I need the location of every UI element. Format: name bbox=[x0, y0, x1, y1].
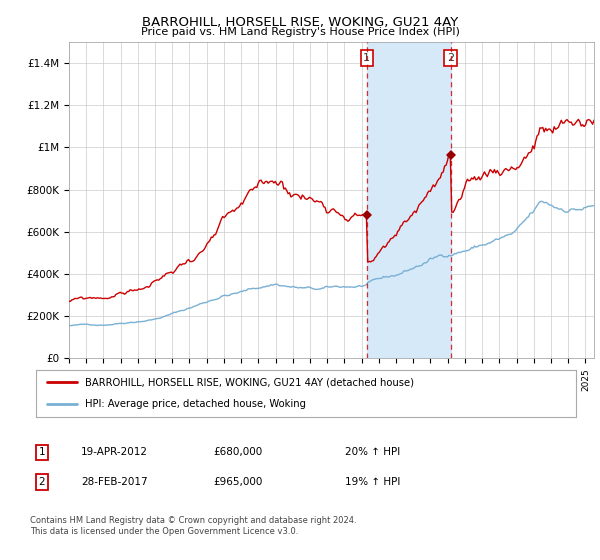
Text: 19% ↑ HPI: 19% ↑ HPI bbox=[345, 477, 400, 487]
Text: BARROHILL, HORSELL RISE, WOKING, GU21 4AY: BARROHILL, HORSELL RISE, WOKING, GU21 4A… bbox=[142, 16, 458, 29]
Text: £680,000: £680,000 bbox=[213, 447, 262, 458]
Text: 1: 1 bbox=[363, 53, 370, 63]
Text: £965,000: £965,000 bbox=[213, 477, 262, 487]
Text: 19-APR-2012: 19-APR-2012 bbox=[81, 447, 148, 458]
Text: 2: 2 bbox=[447, 53, 454, 63]
Text: 1: 1 bbox=[38, 447, 46, 458]
Text: 2: 2 bbox=[38, 477, 46, 487]
Text: HPI: Average price, detached house, Woking: HPI: Average price, detached house, Woki… bbox=[85, 399, 305, 409]
Text: 20% ↑ HPI: 20% ↑ HPI bbox=[345, 447, 400, 458]
Text: Contains HM Land Registry data © Crown copyright and database right 2024.
This d: Contains HM Land Registry data © Crown c… bbox=[30, 516, 356, 536]
Bar bbox=[367, 42, 451, 358]
Text: BARROHILL, HORSELL RISE, WOKING, GU21 4AY (detached house): BARROHILL, HORSELL RISE, WOKING, GU21 4A… bbox=[85, 377, 413, 388]
Text: Price paid vs. HM Land Registry's House Price Index (HPI): Price paid vs. HM Land Registry's House … bbox=[140, 27, 460, 37]
Text: 28-FEB-2017: 28-FEB-2017 bbox=[81, 477, 148, 487]
